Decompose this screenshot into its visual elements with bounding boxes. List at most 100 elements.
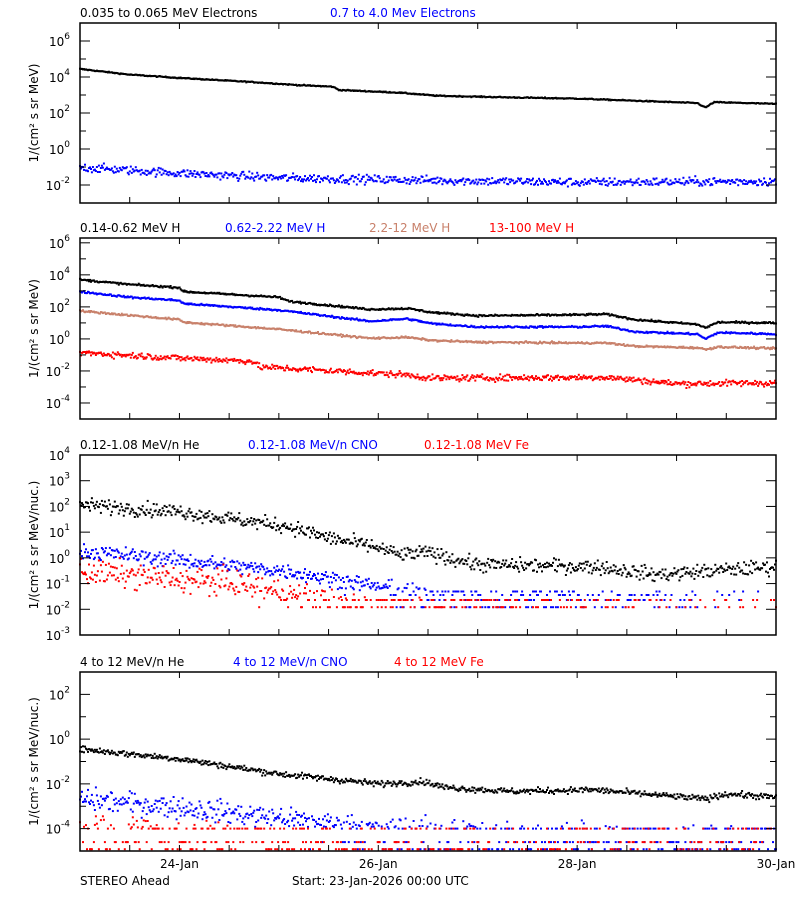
- data-point: [497, 179, 500, 182]
- data-point: [678, 381, 681, 384]
- data-point: [606, 567, 609, 570]
- data-point: [625, 575, 628, 578]
- data-point: [608, 375, 611, 378]
- data-point: [599, 574, 602, 577]
- data-point: [491, 340, 494, 343]
- data-point: [118, 166, 121, 169]
- data-point: [135, 513, 138, 516]
- data-point: [338, 334, 341, 337]
- data-point: [369, 546, 372, 549]
- data-point: [264, 178, 267, 181]
- data-point: [731, 179, 734, 181]
- data-point: [487, 183, 490, 186]
- data-point: [750, 382, 753, 385]
- data-point: [261, 521, 264, 524]
- data-point: [88, 506, 90, 509]
- data-point: [518, 570, 521, 573]
- data-point: [353, 537, 356, 540]
- data-point: [753, 345, 756, 348]
- data-point: [279, 526, 282, 529]
- data-point: [543, 566, 545, 569]
- data-point: [217, 518, 220, 521]
- data-point: [550, 375, 552, 378]
- series-2-4: [79, 350, 777, 389]
- data-point: [669, 179, 672, 182]
- data-point: [623, 566, 626, 569]
- data-point: [605, 180, 608, 183]
- data-point: [514, 181, 517, 184]
- data-point: [417, 376, 420, 379]
- data-point: [490, 559, 493, 561]
- data-point: [649, 320, 652, 323]
- data-point: [752, 182, 755, 185]
- data-point: [414, 176, 417, 179]
- data-point: [407, 372, 410, 375]
- data-point: [448, 378, 451, 381]
- data-point: [704, 183, 707, 186]
- data-point: [342, 179, 345, 182]
- data-point: [684, 381, 687, 384]
- data-point: [527, 375, 530, 378]
- data-point: [178, 511, 181, 514]
- data-point: [548, 180, 550, 183]
- data-point: [221, 360, 224, 363]
- data-point: [404, 178, 407, 181]
- data-point: [449, 561, 452, 564]
- data-point: [376, 337, 379, 340]
- data-point: [87, 278, 89, 281]
- data-point: [510, 96, 513, 99]
- data-point: [487, 341, 490, 344]
- data-point: [255, 175, 258, 178]
- data-point: [356, 543, 359, 546]
- data-point: [612, 564, 615, 567]
- data-point: [763, 177, 766, 180]
- data-point: [369, 370, 372, 373]
- data-point: [313, 174, 315, 177]
- data-point: [136, 356, 139, 359]
- data-point: [478, 560, 481, 563]
- data-point: [206, 512, 209, 515]
- data-point: [588, 565, 591, 567]
- data-point: [560, 183, 563, 186]
- data-point: [645, 344, 648, 347]
- data-point: [666, 330, 669, 333]
- data-point: [215, 173, 218, 176]
- data-point: [703, 563, 706, 566]
- data-point: [178, 318, 181, 321]
- data-point: [450, 339, 453, 342]
- data-point: [204, 358, 207, 361]
- data-point: [614, 314, 617, 317]
- data-point: [235, 174, 238, 177]
- data-point: [382, 178, 385, 181]
- data-point: [532, 377, 534, 380]
- data-point: [519, 556, 522, 559]
- data-point: [237, 359, 240, 362]
- data-point: [616, 375, 619, 378]
- data-point: [558, 563, 561, 566]
- data-point: [650, 567, 653, 570]
- data-point: [622, 180, 625, 183]
- data-point: [319, 535, 321, 538]
- data-point: [662, 379, 665, 382]
- data-point: [755, 561, 758, 564]
- data-point: [483, 182, 486, 185]
- data-point: [666, 181, 669, 184]
- data-point: [123, 353, 126, 356]
- data-point: [724, 569, 727, 572]
- data-point: [154, 175, 157, 178]
- data-point: [576, 378, 579, 381]
- data-point: [671, 332, 674, 335]
- data-point: [122, 294, 125, 297]
- data-point: [405, 182, 408, 185]
- data-point: [502, 375, 505, 378]
- data-point: [468, 379, 471, 382]
- data-point: [374, 547, 377, 550]
- data-point: [183, 357, 186, 360]
- data-point: [719, 346, 722, 349]
- data-point: [378, 545, 381, 548]
- data-point: [510, 178, 513, 181]
- data-point: [528, 379, 531, 382]
- data-point: [92, 504, 95, 507]
